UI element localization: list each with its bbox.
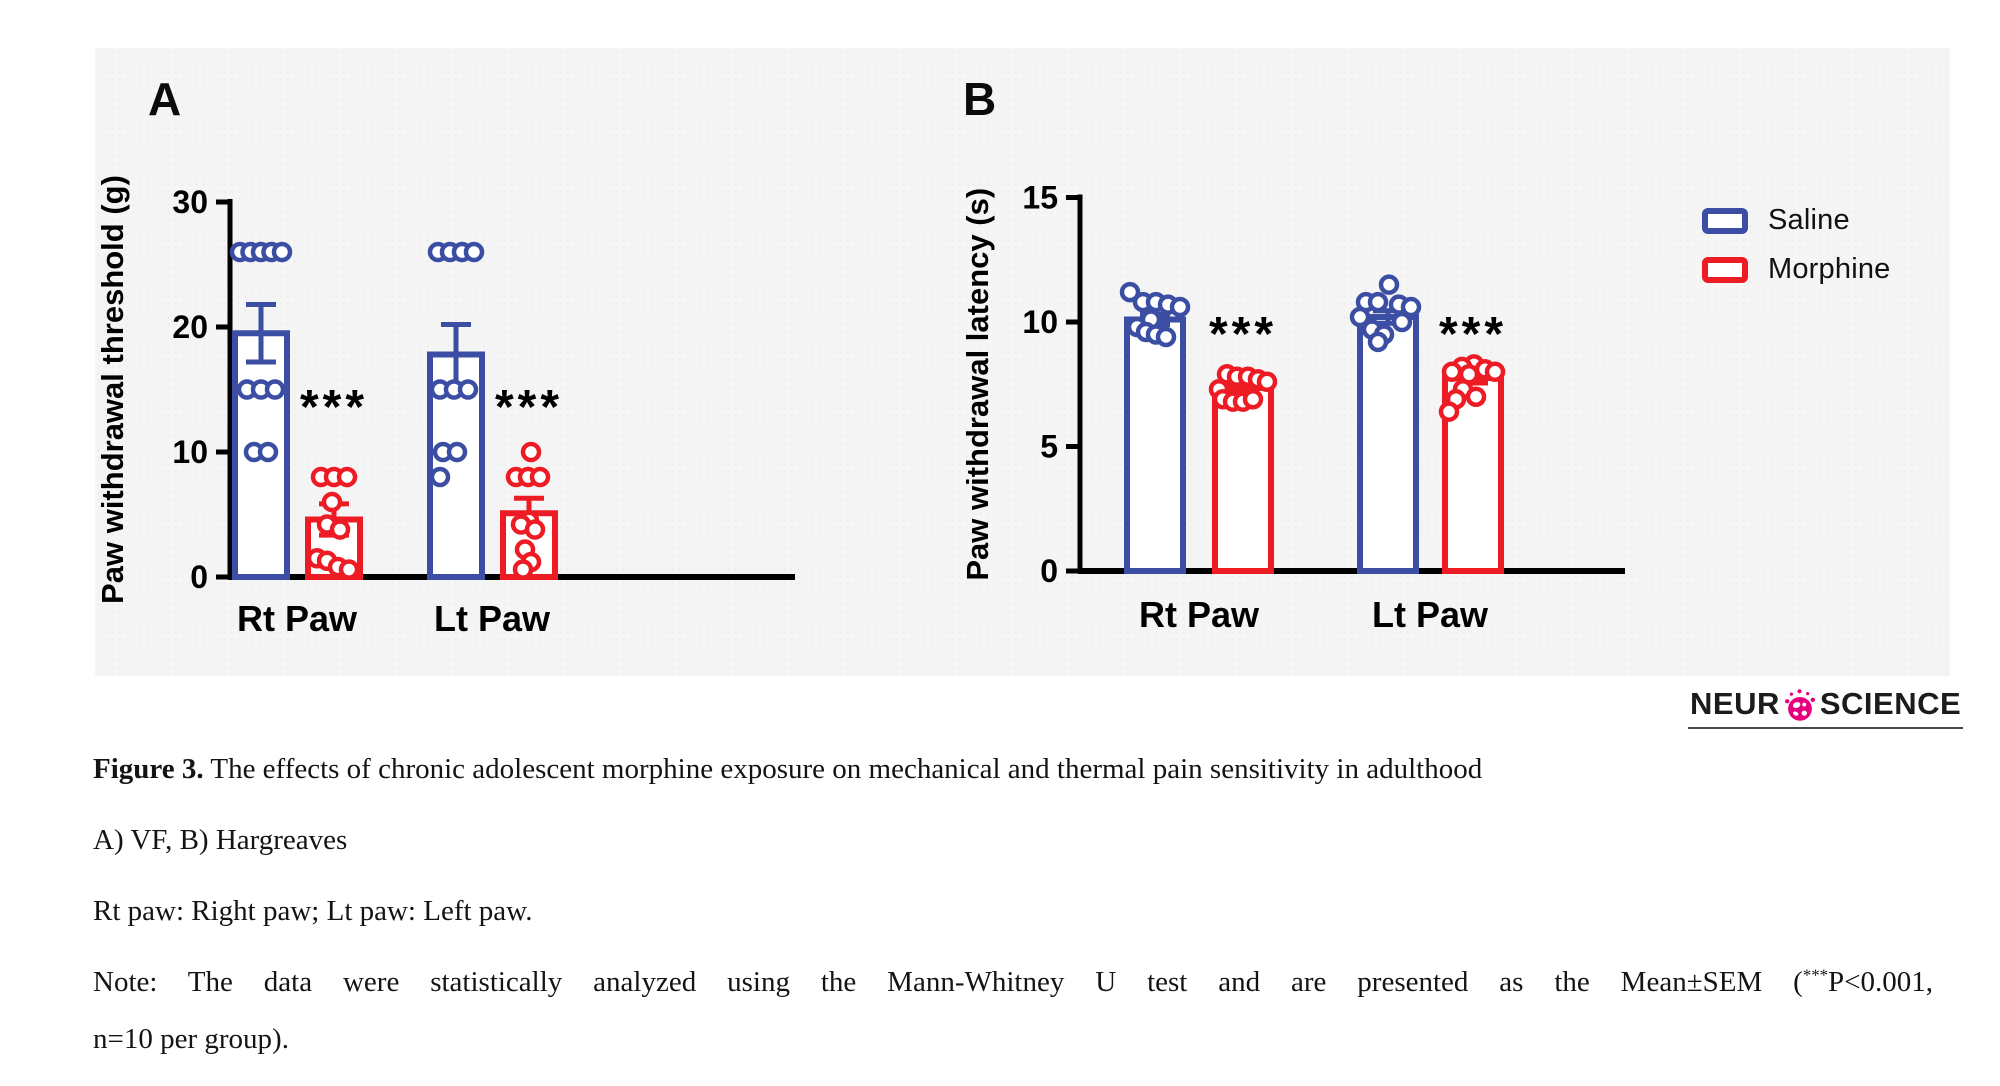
significance-stars: *** xyxy=(1439,308,1507,361)
data-point xyxy=(520,441,542,463)
data-point xyxy=(1441,361,1463,383)
y-axis-label: Paw withdrawal threshold (g) xyxy=(95,175,130,604)
figure-panel xyxy=(95,48,1950,676)
caption-abbrev-line: Rt paw: Right paw; Lt paw: Left paw. xyxy=(93,895,533,927)
panel-label-b: B xyxy=(963,73,997,125)
caption-methods-line: A) VF, B) Hargreaves xyxy=(93,824,348,856)
cell-icon xyxy=(1784,689,1815,721)
caption-note-line-2: n=10 per group). xyxy=(93,1023,289,1055)
data-point xyxy=(1391,311,1413,333)
caption-title-text: The effects of chronic adolescent morphi… xyxy=(203,753,1483,785)
bar-saline-0 xyxy=(1124,316,1186,575)
caption-note-prefix: Note: The data were statistically analyz… xyxy=(93,966,1803,998)
y-tick-label: 5 xyxy=(1040,429,1058,465)
data-point xyxy=(1155,326,1177,348)
caption-note-pvalue: P<0.001, xyxy=(1828,966,1933,998)
data-point xyxy=(463,241,485,263)
caption-note-significance: *** xyxy=(1802,965,1829,985)
chart-a-paw-withdrawal-threshold: 0 10 20 30 Paw withdrawal threshold (g) *** **… xyxy=(95,175,795,639)
data-point xyxy=(321,491,343,513)
legend-item-morphine: Morphine xyxy=(1702,253,1891,286)
category-label: Lt Paw xyxy=(434,598,551,639)
y-tick-label: 0 xyxy=(190,559,208,595)
y-tick-label: 30 xyxy=(172,184,208,220)
saline-swatch-icon xyxy=(1702,207,1748,234)
caption-note-line-1: Note: The data were statistically analyz… xyxy=(93,965,1933,999)
category-label: Rt Paw xyxy=(1139,594,1260,635)
neuroscience-logo: NEUR SCIENCE xyxy=(1688,684,1964,729)
data-point xyxy=(1349,306,1371,328)
y-tick-label: 20 xyxy=(172,309,208,345)
y-axis-label: Paw withdrawal latency (s) xyxy=(960,188,995,581)
category-label: Lt Paw xyxy=(1372,594,1489,635)
legend: Saline Morphine xyxy=(1702,204,1891,286)
data-point xyxy=(1484,361,1506,383)
y-tick-label: 15 xyxy=(1022,180,1058,216)
data-point xyxy=(1169,296,1191,318)
data-point xyxy=(512,559,534,580)
logo-text-neur: NEUR xyxy=(1690,686,1780,721)
data-point xyxy=(1256,371,1278,393)
data-point xyxy=(1119,281,1141,303)
data-point xyxy=(1378,274,1400,295)
data-point xyxy=(446,441,468,463)
data-point xyxy=(429,466,451,488)
legend-label-saline: Saline xyxy=(1768,204,1850,236)
logo-text-science: SCIENCE xyxy=(1819,686,1962,721)
category-label: Rt Paw xyxy=(237,598,358,639)
data-point xyxy=(264,379,286,400)
data-point xyxy=(457,379,479,400)
data-point xyxy=(1242,388,1264,410)
morphine-swatch-icon xyxy=(1702,256,1748,283)
data-point xyxy=(1465,386,1487,407)
caption-figure-number: Figure 3. xyxy=(93,753,204,785)
caption-title: Figure 3. The effects of chronic adolesc… xyxy=(93,752,1933,786)
data-point xyxy=(1367,331,1389,353)
data-point xyxy=(1367,291,1389,313)
y-tick-label: 10 xyxy=(1022,304,1058,340)
legend-item-saline: Saline xyxy=(1702,204,1891,237)
legend-label-morphine: Morphine xyxy=(1768,253,1891,285)
significance-stars: *** xyxy=(1209,308,1277,361)
data-point xyxy=(257,441,279,463)
data-point xyxy=(1400,296,1422,318)
bar-morphine-0 xyxy=(1212,384,1274,574)
y-tick-label: 10 xyxy=(172,434,208,470)
data-point xyxy=(1438,401,1460,422)
chart-b-paw-withdrawal-latency: 0 5 10 15 Paw withdrawal latency (s) *** *** Rt… xyxy=(960,180,1625,635)
figure-caption: Figure 3. The effects of chronic adolesc… xyxy=(93,752,1933,1086)
y-tick-label: 0 xyxy=(1040,553,1058,589)
data-point xyxy=(271,241,293,263)
significance-stars: *** xyxy=(300,381,368,434)
data-point xyxy=(336,466,358,488)
bar-saline-1 xyxy=(1357,314,1419,574)
data-point xyxy=(329,519,351,540)
data-point xyxy=(529,466,551,488)
panel-label-a: A xyxy=(148,73,182,125)
significance-stars: *** xyxy=(495,381,563,434)
data-point xyxy=(338,559,360,580)
data-point xyxy=(524,519,546,540)
